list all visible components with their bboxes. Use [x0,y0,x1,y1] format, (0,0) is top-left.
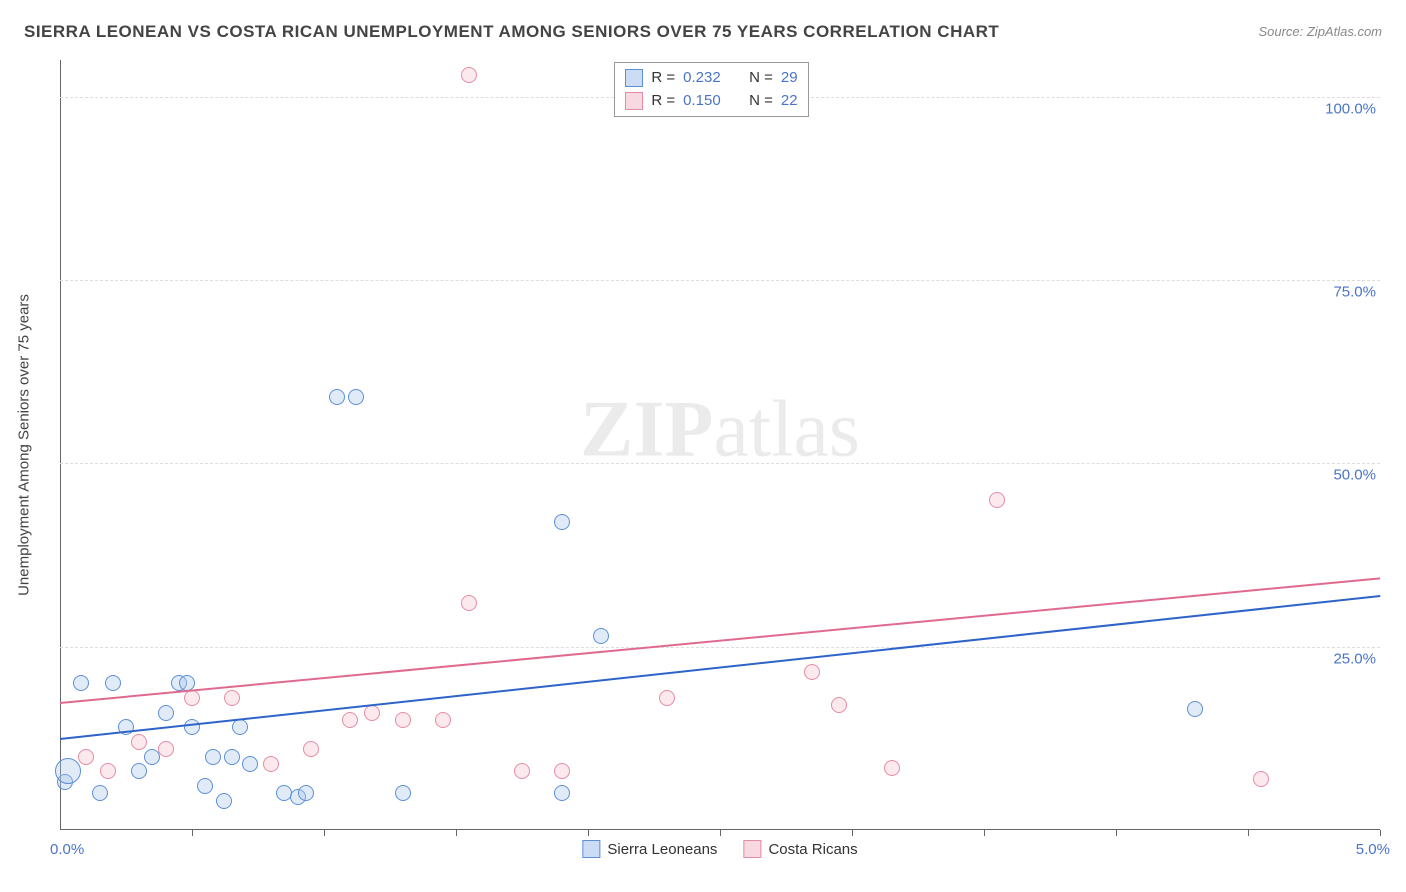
scatter-point [303,741,319,757]
x-axis-min-label: 0.0% [50,841,84,858]
legend-label-1: Costa Ricans [768,841,857,858]
trend-line [60,595,1380,740]
x-tick-mark [1116,830,1117,836]
scatter-point [1187,701,1203,717]
n-value-0: 29 [781,67,798,90]
n-label: N = [749,67,773,90]
scatter-point [461,595,477,611]
trend-line [60,577,1380,704]
x-tick-mark [588,830,589,836]
scatter-point [989,492,1005,508]
x-axis-max-label: 5.0% [1356,841,1390,858]
r-value-1: 0.150 [683,90,731,113]
y-axis-line [60,60,61,830]
y-axis-label: Unemployment Among Seniors over 75 years [16,294,33,596]
x-tick-mark [1380,830,1381,836]
x-tick-mark [456,830,457,836]
bottom-legend: Sierra Leoneans Costa Ricans [582,840,857,858]
scatter-point [78,749,94,765]
scatter-point [364,705,380,721]
legend-label-0: Sierra Leoneans [607,841,717,858]
y-tick-label: 75.0% [1333,284,1382,301]
r-value-0: 0.232 [683,67,731,90]
swatch-series-1 [625,92,643,110]
swatch-series-0 [625,69,643,87]
n-value-1: 22 [781,90,798,113]
scatter-point [342,712,358,728]
scatter-point [92,785,108,801]
y-tick-label: 25.0% [1333,650,1382,667]
gridline [60,280,1380,281]
n-label: N = [749,90,773,113]
scatter-point [348,389,364,405]
scatter-point [435,712,451,728]
plot-area: Unemployment Among Seniors over 75 years… [60,60,1380,830]
x-tick-mark [720,830,721,836]
scatter-point [395,712,411,728]
scatter-point [554,763,570,779]
y-tick-label: 50.0% [1333,467,1382,484]
scatter-point [55,758,81,784]
r-label: R = [651,67,675,90]
scatter-point [73,675,89,691]
scatter-point [554,785,570,801]
scatter-point [224,690,240,706]
legend-swatch-0 [582,840,600,858]
legend-item-1: Costa Ricans [743,840,857,858]
scatter-point [659,690,675,706]
x-tick-mark [1248,830,1249,836]
source-attribution: Source: ZipAtlas.com [1258,24,1382,39]
scatter-point [131,734,147,750]
scatter-point [131,763,147,779]
scatter-point [554,514,570,530]
scatter-point [197,778,213,794]
scatter-point [232,719,248,735]
r-label: R = [651,90,675,113]
x-tick-mark [324,830,325,836]
y-tick-label: 100.0% [1325,100,1382,117]
scatter-point [831,697,847,713]
scatter-point [263,756,279,772]
gridline [60,463,1380,464]
scatter-point [184,690,200,706]
scatter-point [100,763,116,779]
scatter-point [329,389,345,405]
scatter-point [461,67,477,83]
scatter-point [242,756,258,772]
scatter-point [298,785,314,801]
x-tick-mark [984,830,985,836]
scatter-point [884,760,900,776]
scatter-point [158,705,174,721]
legend-item-0: Sierra Leoneans [582,840,717,858]
scatter-point [158,741,174,757]
scatter-point [514,763,530,779]
scatter-point [224,749,240,765]
stats-row-series-1: R = 0.150 N = 22 [625,90,797,113]
stats-row-series-0: R = 0.232 N = 29 [625,67,797,90]
scatter-point [593,628,609,644]
scatter-point [105,675,121,691]
scatter-point [804,664,820,680]
gridline [60,647,1380,648]
legend-swatch-1 [743,840,761,858]
x-tick-mark [852,830,853,836]
scatter-point [205,749,221,765]
watermark: ZIPatlas [580,384,860,475]
scatter-point [216,793,232,809]
stats-legend-box: R = 0.232 N = 29 R = 0.150 N = 22 [614,62,808,117]
scatter-point [184,719,200,735]
scatter-point [1253,771,1269,787]
scatter-point [395,785,411,801]
x-tick-mark [192,830,193,836]
chart-title: SIERRA LEONEAN VS COSTA RICAN UNEMPLOYME… [24,22,999,42]
